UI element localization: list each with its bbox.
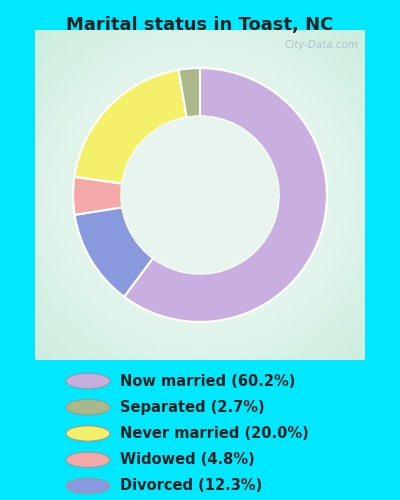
Text: Never married (20.0%): Never married (20.0%)	[120, 426, 309, 441]
Wedge shape	[75, 208, 153, 296]
Wedge shape	[74, 70, 187, 184]
Text: Divorced (12.3%): Divorced (12.3%)	[120, 478, 262, 494]
Circle shape	[121, 116, 279, 274]
Text: Marital status in Toast, NC: Marital status in Toast, NC	[66, 16, 334, 34]
Text: Widowed (4.8%): Widowed (4.8%)	[120, 452, 255, 467]
Circle shape	[66, 374, 110, 388]
Wedge shape	[124, 68, 327, 322]
Wedge shape	[73, 176, 122, 215]
Text: Now married (60.2%): Now married (60.2%)	[120, 374, 295, 388]
Circle shape	[66, 452, 110, 468]
Wedge shape	[178, 68, 200, 117]
Text: City-Data.com: City-Data.com	[284, 40, 358, 50]
Circle shape	[66, 478, 110, 494]
Circle shape	[66, 426, 110, 441]
Text: Separated (2.7%): Separated (2.7%)	[120, 400, 265, 415]
Circle shape	[66, 400, 110, 415]
